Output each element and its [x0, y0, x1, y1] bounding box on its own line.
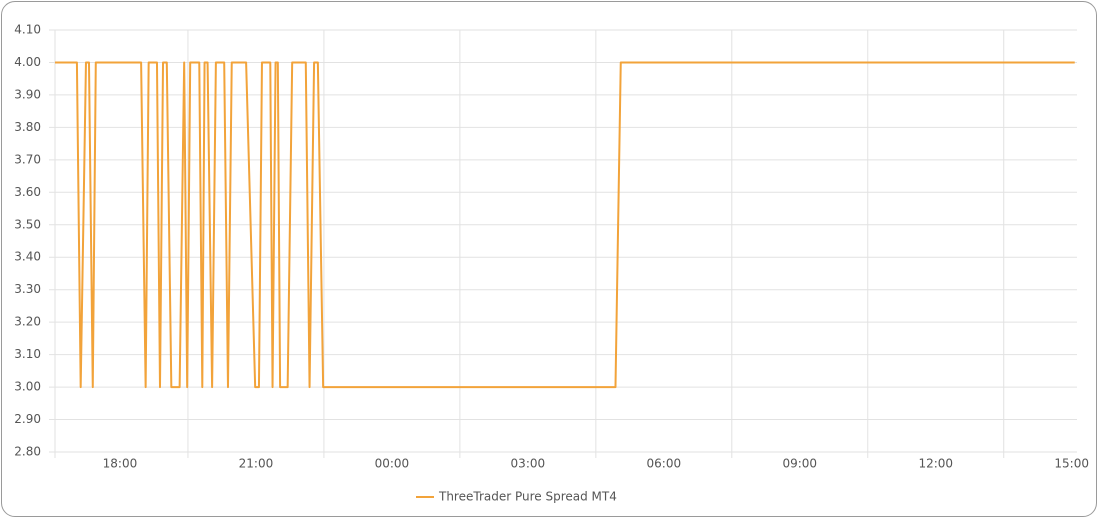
x-tick-label: 21:00 — [239, 457, 274, 471]
series-line — [55, 61, 1075, 389]
x-tick-label: 03:00 — [511, 457, 546, 471]
y-tick-label: 3.40 — [14, 250, 41, 264]
y-tick-label: 2.80 — [14, 445, 41, 459]
y-tick-label: 3.80 — [14, 120, 41, 134]
y-tick-label: 3.90 — [14, 87, 41, 101]
y-tick-label: 3.50 — [14, 217, 41, 231]
x-tick-label: 00:00 — [375, 457, 410, 471]
x-tick-label: 18:00 — [103, 457, 138, 471]
y-tick-label: 3.70 — [14, 152, 41, 166]
x-tick-label: 15:00 — [1054, 457, 1089, 471]
y-tick-label: 4.00 — [14, 55, 41, 69]
y-tick-label: 3.30 — [14, 282, 41, 296]
x-tick-label: 09:00 — [782, 457, 817, 471]
y-tick-label: 3.20 — [14, 315, 41, 329]
legend-label[interactable]: ThreeTrader Pure Spread MT4 — [438, 490, 617, 504]
x-tick-label: 06:00 — [647, 457, 682, 471]
y-tick-label: 4.10 — [14, 23, 41, 37]
y-tick-label: 2.90 — [14, 412, 41, 426]
x-tick-label: 12:00 — [918, 457, 953, 471]
y-tick-label: 3.60 — [14, 185, 41, 199]
y-tick-label: 3.10 — [14, 347, 41, 361]
y-tick-label: 3.00 — [14, 380, 41, 394]
